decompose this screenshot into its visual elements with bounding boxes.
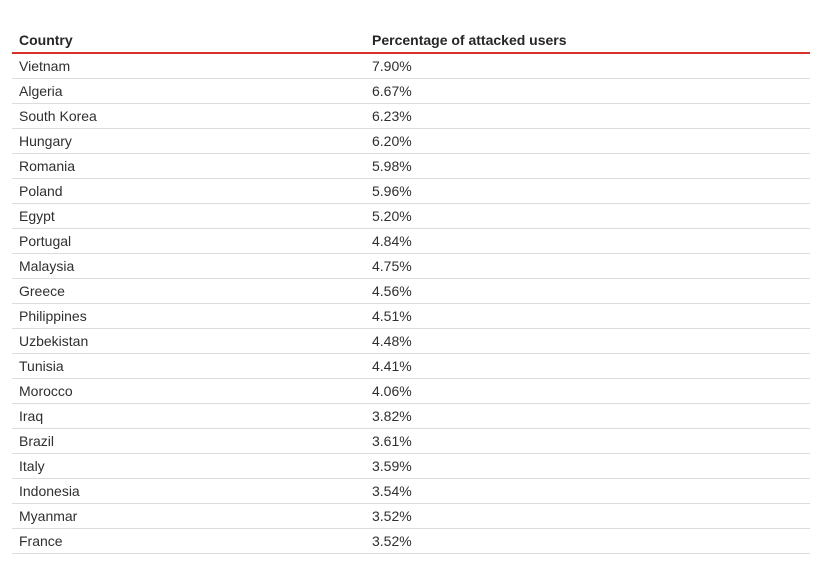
cell-country: Malaysia bbox=[12, 253, 365, 279]
attacked-users-table: Country Percentage of attacked users Vie… bbox=[12, 28, 810, 554]
cell-country: Hungary bbox=[12, 128, 365, 154]
table-row: Iraq 3.82% bbox=[12, 403, 810, 429]
header-percentage: Percentage of attacked users bbox=[365, 28, 810, 54]
table-row: Vietnam 7.90% bbox=[12, 53, 810, 79]
cell-percentage: 6.20% bbox=[365, 128, 810, 154]
cell-percentage: 3.54% bbox=[365, 478, 810, 504]
cell-percentage: 6.23% bbox=[365, 103, 810, 129]
attacked-users-table-container: Country Percentage of attacked users Vie… bbox=[12, 28, 810, 554]
cell-country: Romania bbox=[12, 153, 365, 179]
cell-country: Algeria bbox=[12, 78, 365, 104]
cell-percentage: 3.59% bbox=[365, 453, 810, 479]
table-row: South Korea 6.23% bbox=[12, 103, 810, 129]
cell-percentage: 6.67% bbox=[365, 78, 810, 104]
cell-country: Brazil bbox=[12, 428, 365, 454]
cell-country: Portugal bbox=[12, 228, 365, 254]
cell-country: Myanmar bbox=[12, 503, 365, 529]
cell-percentage: 3.82% bbox=[365, 403, 810, 429]
cell-country: Greece bbox=[12, 278, 365, 304]
cell-percentage: 5.96% bbox=[365, 178, 810, 204]
table-row: Malaysia 4.75% bbox=[12, 253, 810, 279]
table-row: Poland 5.96% bbox=[12, 178, 810, 204]
cell-country: Uzbekistan bbox=[12, 328, 365, 354]
table-row: Indonesia 3.54% bbox=[12, 478, 810, 504]
table-row: Hungary 6.20% bbox=[12, 128, 810, 154]
cell-percentage: 4.84% bbox=[365, 228, 810, 254]
cell-percentage: 4.48% bbox=[365, 328, 810, 354]
cell-percentage: 4.75% bbox=[365, 253, 810, 279]
header-country: Country bbox=[12, 28, 365, 54]
table-row: Egypt 5.20% bbox=[12, 203, 810, 229]
table-row: Uzbekistan 4.48% bbox=[12, 328, 810, 354]
cell-country: Morocco bbox=[12, 378, 365, 404]
table-row: Myanmar 3.52% bbox=[12, 503, 810, 529]
cell-percentage: 5.20% bbox=[365, 203, 810, 229]
cell-country: Iraq bbox=[12, 403, 365, 429]
cell-country: Tunisia bbox=[12, 353, 365, 379]
table-row: Philippines 4.51% bbox=[12, 303, 810, 329]
table-header: Country Percentage of attacked users bbox=[12, 28, 810, 54]
cell-country: South Korea bbox=[12, 103, 365, 129]
table-row: Morocco 4.06% bbox=[12, 378, 810, 404]
cell-country: Philippines bbox=[12, 303, 365, 329]
cell-percentage: 3.52% bbox=[365, 503, 810, 529]
table-row: Tunisia 4.41% bbox=[12, 353, 810, 379]
table-row: Romania 5.98% bbox=[12, 153, 810, 179]
cell-percentage: 4.06% bbox=[365, 378, 810, 404]
header-row: Country Percentage of attacked users bbox=[12, 28, 810, 54]
cell-country: Vietnam bbox=[12, 53, 365, 79]
table-row: Greece 4.56% bbox=[12, 278, 810, 304]
table-row: Brazil 3.61% bbox=[12, 428, 810, 454]
cell-country: France bbox=[12, 528, 365, 554]
cell-country: Poland bbox=[12, 178, 365, 204]
table-row: Algeria 6.67% bbox=[12, 78, 810, 104]
cell-percentage: 5.98% bbox=[365, 153, 810, 179]
cell-percentage: 4.41% bbox=[365, 353, 810, 379]
cell-country: Italy bbox=[12, 453, 365, 479]
cell-percentage: 7.90% bbox=[365, 53, 810, 79]
cell-percentage: 3.52% bbox=[365, 528, 810, 554]
cell-percentage: 4.51% bbox=[365, 303, 810, 329]
table-row: Italy 3.59% bbox=[12, 453, 810, 479]
table-row: France 3.52% bbox=[12, 528, 810, 554]
table-row: Portugal 4.84% bbox=[12, 228, 810, 254]
cell-country: Egypt bbox=[12, 203, 365, 229]
cell-country: Indonesia bbox=[12, 478, 365, 504]
cell-percentage: 4.56% bbox=[365, 278, 810, 304]
table-body: Vietnam 7.90% Algeria 6.67% South Korea … bbox=[12, 53, 810, 554]
cell-percentage: 3.61% bbox=[365, 428, 810, 454]
